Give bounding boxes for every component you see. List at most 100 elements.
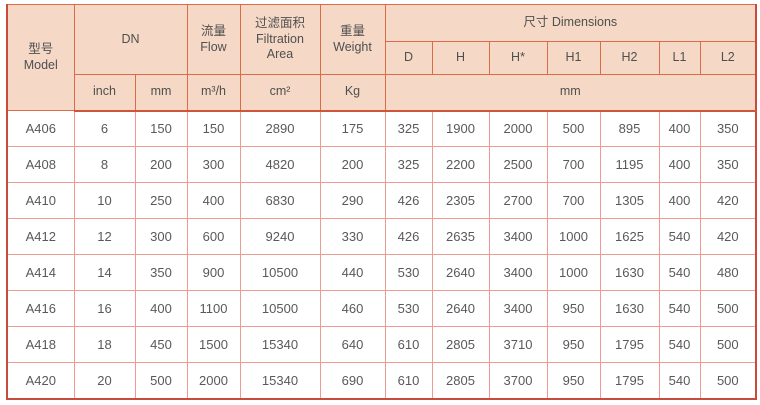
cell-filtration-area: 10500 — [239, 254, 321, 291]
header-row-dimension-columns: D H H* H1 H2 L1 L2 — [7, 41, 757, 75]
cell-d: 426 — [384, 182, 433, 219]
cell-h-star: 2500 — [488, 146, 548, 183]
cell-h: 2200 — [431, 146, 490, 183]
header-dim-h1: H1 — [546, 41, 601, 75]
cell-dn-inch: 12 — [73, 218, 136, 255]
cell-l1: 400 — [658, 182, 701, 219]
table-row: A408 8 200 300 4820 200 325 2200 2500 700 1195 400 3… — [6, 146, 757, 183]
cell-d: 325 — [384, 110, 433, 147]
cell-h2: 1195 — [599, 146, 660, 183]
cell-l1: 540 — [658, 362, 701, 399]
cell-h1: 700 — [546, 182, 601, 219]
unit-flow: m³/h — [186, 74, 241, 112]
cell-dn-inch: 20 — [73, 362, 136, 399]
cell-h-star: 2000 — [488, 110, 548, 147]
cell-h-star: 2700 — [488, 182, 548, 219]
table-row: A410 10 250 400 6830 290 426 2305 2700 700 1305 400… — [6, 182, 757, 219]
cell-h-star: 3700 — [488, 362, 548, 399]
cell-h1: 950 — [546, 326, 601, 363]
cell-h1: 950 — [546, 290, 601, 327]
cell-l2: 420 — [699, 182, 757, 219]
cell-d: 530 — [384, 254, 433, 291]
cell-l2: 500 — [699, 290, 757, 327]
cell-h-star: 3400 — [488, 254, 548, 291]
cell-filtration-area: 4820 — [239, 146, 321, 183]
cell-filtration-area: 2890 — [239, 110, 321, 147]
cell-flow: 400 — [186, 182, 241, 219]
header-dimensions: 尺寸 Dimensions — [384, 4, 757, 42]
cell-flow: 1500 — [186, 326, 241, 363]
cell-dn-mm: 200 — [134, 146, 188, 183]
header-dim-d: D — [384, 41, 433, 75]
cell-dn-inch: 16 — [73, 290, 136, 327]
cell-weight: 330 — [319, 218, 386, 255]
header-dim-l2: L2 — [699, 41, 757, 75]
filter-specification-table: 型号 Model DN 流量 Flow 过滤面积 Filtration Area… — [6, 4, 758, 400]
cell-l1: 540 — [658, 326, 701, 363]
cell-filtration-area: 15340 — [239, 362, 321, 399]
cell-dn-mm: 400 — [134, 290, 188, 327]
cell-weight: 640 — [319, 326, 386, 363]
header-dim-h-star: H* — [488, 41, 548, 75]
cell-h: 2805 — [431, 362, 490, 399]
cell-filtration-area: 6830 — [239, 182, 321, 219]
cell-h: 2640 — [431, 254, 490, 291]
unit-dn-inch: inch — [73, 74, 136, 112]
header-dim-l1: L1 — [658, 41, 701, 75]
cell-weight: 460 — [319, 290, 386, 327]
cell-l2: 480 — [699, 254, 757, 291]
cell-h: 2305 — [431, 182, 490, 219]
cell-flow: 150 — [186, 110, 241, 147]
cell-dn-mm: 350 — [134, 254, 188, 291]
cell-h1: 1000 — [546, 218, 601, 255]
cell-model: A420 — [6, 362, 75, 399]
cell-flow: 600 — [186, 218, 241, 255]
cell-h1: 1000 — [546, 254, 601, 291]
cell-model: A416 — [6, 290, 75, 327]
cell-filtration-area: 10500 — [239, 290, 321, 327]
unit-dn-mm: mm — [134, 74, 188, 112]
cell-model: A406 — [6, 110, 75, 147]
cell-filtration-area: 15340 — [239, 326, 321, 363]
cell-weight: 200 — [319, 146, 386, 183]
cell-model: A418 — [6, 326, 75, 363]
cell-dn-inch: 8 — [73, 146, 136, 183]
header-weight: 重量 Weight — [319, 4, 386, 75]
cell-h1: 700 — [546, 146, 601, 183]
cell-flow: 2000 — [186, 362, 241, 399]
cell-h-star: 3710 — [488, 326, 548, 363]
cell-weight: 290 — [319, 182, 386, 219]
table-row: A406 6 150 150 2890 175 325 1900 2000 500 895 400 35… — [6, 110, 757, 147]
cell-h2: 1305 — [599, 182, 660, 219]
cell-h1: 950 — [546, 362, 601, 399]
header-flow: 流量 Flow — [186, 4, 241, 75]
unit-dimensions-mm: mm — [384, 74, 757, 112]
cell-dn-mm: 250 — [134, 182, 188, 219]
cell-h2: 1795 — [599, 362, 660, 399]
cell-dn-inch: 14 — [73, 254, 136, 291]
cell-model: A414 — [6, 254, 75, 291]
header-model: 型号 Model — [6, 4, 75, 111]
cell-weight: 440 — [319, 254, 386, 291]
cell-l1: 540 — [658, 254, 701, 291]
header-row-units: inch mm m³/h cm² Kg mm — [7, 74, 757, 112]
header-row-titles: 型号 Model DN 流量 Flow 过滤面积 Filtration Area… — [6, 4, 757, 111]
cell-flow: 900 — [186, 254, 241, 291]
cell-l2: 420 — [699, 218, 757, 255]
cell-h2: 1795 — [599, 326, 660, 363]
cell-model: A410 — [6, 182, 75, 219]
unit-weight: Kg — [319, 74, 386, 112]
cell-weight: 175 — [319, 110, 386, 147]
cell-dn-inch: 10 — [73, 182, 136, 219]
header-dim-h: H — [431, 41, 490, 75]
cell-l2: 500 — [699, 326, 757, 363]
cell-d: 610 — [384, 362, 433, 399]
cell-d: 325 — [384, 146, 433, 183]
cell-h: 1900 — [431, 110, 490, 147]
cell-h2: 895 — [599, 110, 660, 147]
cell-h: 2635 — [431, 218, 490, 255]
table-body: A406 6 150 150 2890 175 325 1900 2000 500 895 400 35… — [6, 110, 757, 399]
cell-weight: 690 — [319, 362, 386, 399]
cell-d: 610 — [384, 326, 433, 363]
cell-dn-mm: 450 — [134, 326, 188, 363]
